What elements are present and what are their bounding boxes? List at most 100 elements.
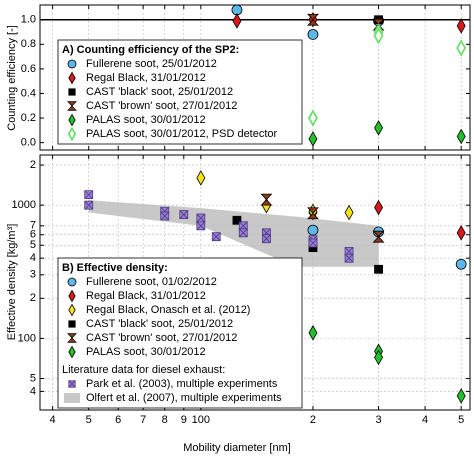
- marker: [374, 120, 384, 136]
- legend-marker: [68, 345, 76, 359]
- legend-marker: [67, 101, 77, 111]
- y-tick-label: 4: [30, 252, 36, 264]
- y-tick-label: 5: [30, 372, 36, 384]
- legend-subtitle: Literature data for diesel exhaust:: [62, 364, 225, 376]
- legend-box: [57, 39, 303, 145]
- legend-label: CAST 'brown' soot, 27/01/2012: [86, 332, 237, 344]
- legend-marker: [67, 59, 77, 69]
- legend-box: [57, 257, 303, 409]
- x-tick-label: 100: [192, 414, 210, 426]
- marker: [84, 190, 94, 200]
- marker: [307, 29, 319, 40]
- legend-marker: [67, 277, 77, 287]
- legend-title: B) Effective density:: [62, 262, 168, 274]
- marker: [307, 207, 319, 220]
- marker: [238, 228, 248, 238]
- y-tick-label: 0.6: [21, 63, 36, 75]
- y-tick-label: 6: [30, 229, 36, 241]
- y-tick-label: 5: [30, 239, 36, 251]
- y-tick-label: 0.8: [21, 38, 36, 50]
- legend-label: Regal Black, 31/01/2012: [86, 72, 206, 84]
- marker: [456, 388, 466, 404]
- marker: [160, 211, 170, 221]
- y-tick-label: 1000: [12, 199, 36, 211]
- y-tick-label: 100: [18, 332, 36, 344]
- y-tick-label: 2: [30, 159, 36, 171]
- legend-marker: [67, 126, 77, 142]
- legend-marker: [68, 88, 76, 96]
- area-band: [88, 200, 379, 267]
- legend-marker: [68, 380, 76, 388]
- legend-marker: [68, 113, 76, 127]
- marker: [374, 264, 383, 274]
- y-axis-label: Effective density [kg/m³]: [6, 224, 18, 341]
- marker: [308, 131, 318, 147]
- marker: [196, 221, 206, 231]
- y-tick-label: 4: [30, 385, 36, 397]
- marker: [262, 234, 271, 244]
- marker: [374, 199, 384, 216]
- marker: [84, 200, 94, 210]
- legend-marker: [68, 71, 76, 85]
- marker: [308, 238, 318, 248]
- y-tick-label: 1.0: [21, 14, 36, 26]
- marker: [372, 230, 385, 243]
- marker: [374, 349, 384, 366]
- marker: [308, 109, 318, 127]
- legend-label: Regal Black, 31/01/2012: [86, 290, 206, 302]
- legend-label: PALAS soot, 30/01/2012: [86, 114, 206, 126]
- x-tick-label: 4: [422, 414, 428, 426]
- x-tick-label: 5: [458, 414, 464, 426]
- marker: [232, 215, 242, 225]
- marker: [179, 210, 189, 219]
- marker: [456, 225, 466, 241]
- plot-frame: [39, 154, 471, 411]
- marker: [344, 204, 354, 221]
- y-tick-label: 0.0: [21, 137, 36, 149]
- y-tick-label: 0.2: [21, 112, 36, 124]
- marker: [456, 39, 467, 57]
- marker: [455, 258, 467, 270]
- x-tick-label: 9: [181, 414, 187, 426]
- marker: [456, 18, 466, 34]
- legend-label: PALAS soot, 30/01/2012, PSD detector: [86, 128, 278, 140]
- legend-label: Olfert et al. (2007), multiple experimen…: [86, 392, 282, 404]
- legend-label: Park et al. (2003), multiple experiments: [86, 378, 278, 390]
- marker: [196, 170, 206, 186]
- marker: [232, 13, 242, 29]
- x-tick-label: 8: [162, 414, 168, 426]
- marker: [456, 128, 466, 145]
- x-tick-label: 3: [375, 414, 381, 426]
- marker: [307, 224, 319, 236]
- x-tick-label: 4: [50, 414, 56, 426]
- legend-marker: [68, 320, 76, 328]
- y-tick-label: 0.4: [21, 87, 36, 99]
- marker: [373, 27, 384, 45]
- marker: [307, 13, 319, 26]
- x-tick-label: 7: [140, 414, 146, 426]
- legend-title: A) Counting efficiency of the SP2:: [62, 44, 239, 56]
- y-tick-label: 2: [30, 292, 36, 304]
- x-tick-label: 6: [115, 414, 121, 426]
- legend-label: PALAS soot, 30/01/2012: [86, 346, 206, 358]
- plot-frame: [39, 4, 471, 151]
- legend-label: CAST 'brown' soot, 27/01/2012: [86, 100, 237, 112]
- legend-marker: [68, 303, 76, 317]
- legend-label: Fullerene soot, 01/02/2012: [86, 276, 217, 288]
- legend-label: CAST 'black' soot, 25/01/2012: [86, 86, 233, 98]
- legend-marker: [68, 289, 76, 303]
- y-axis-label: Counting efficiency [-]: [6, 25, 18, 131]
- marker: [344, 253, 354, 263]
- legend-marker: [67, 333, 77, 343]
- legend-label: Fullerene soot, 25/01/2012: [86, 58, 217, 70]
- marker: [196, 213, 206, 223]
- x-tick-label: 5: [86, 414, 92, 426]
- marker: [260, 193, 273, 206]
- y-tick-label: 7: [30, 220, 36, 232]
- x-axis-label: Mobility diameter [nm]: [183, 442, 291, 454]
- legend-label: Regal Black, Onasch et al. (2012): [86, 304, 250, 316]
- legend-marker: [64, 393, 80, 403]
- legend-label: CAST 'black' soot, 25/01/2012: [86, 318, 233, 330]
- y-tick-label: 3: [30, 269, 36, 281]
